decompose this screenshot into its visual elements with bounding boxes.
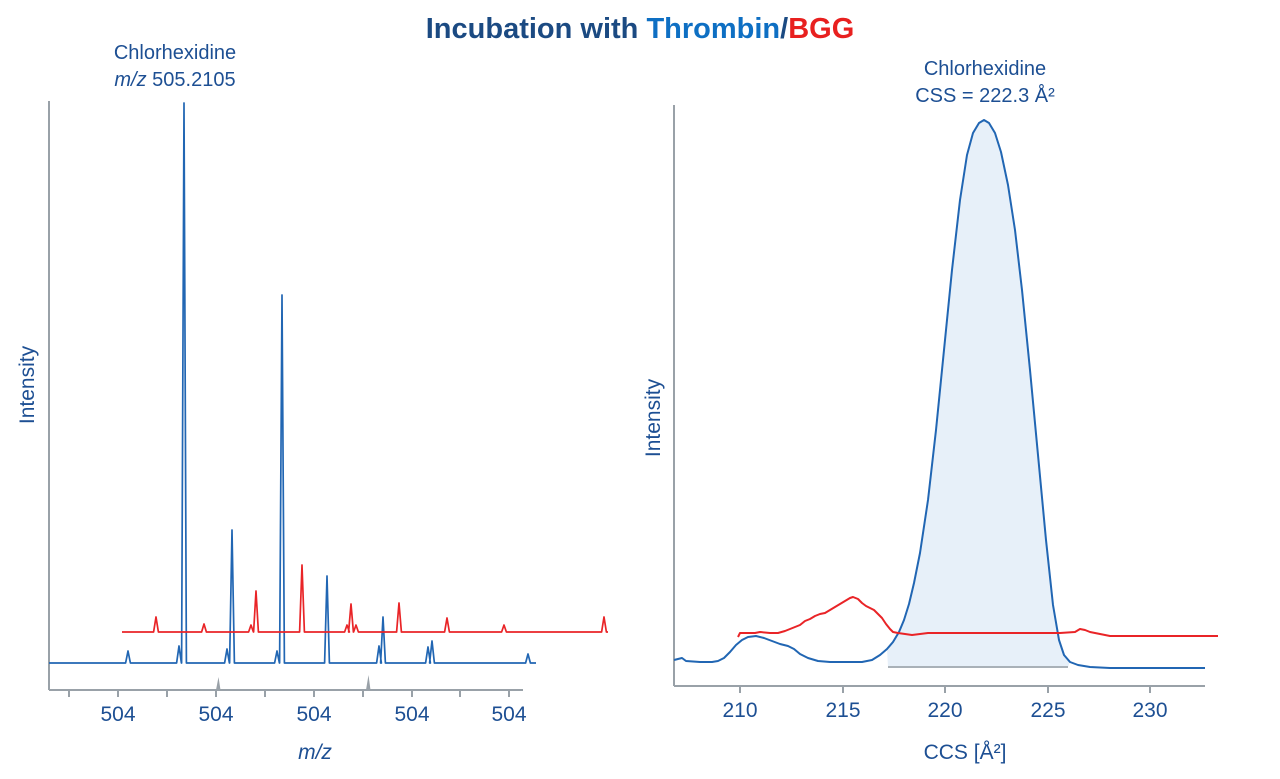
right-x-tick-label: 225 bbox=[1030, 699, 1065, 722]
right-annotation-compound: Chlorhexidine bbox=[923, 58, 1047, 80]
ccs-peak-fill bbox=[887, 120, 1070, 667]
chlorhexidine-thrombin-spectrum bbox=[49, 102, 536, 664]
title-text-incubation-with: Incubation with bbox=[425, 13, 647, 45]
title-text-bgg: BGG bbox=[788, 13, 855, 45]
left-x-tick-label: 504 bbox=[100, 703, 135, 726]
left-x-tick-label: 504 bbox=[198, 703, 233, 726]
left-peak-annotation: Chlorhexidine m/z 505.2105 bbox=[55, 40, 295, 94]
left-x-tick-label: 504 bbox=[394, 703, 429, 726]
mz-italic: m/z bbox=[114, 69, 147, 91]
left-annotation-mz-value: m/z 505.2105 bbox=[55, 67, 295, 94]
right-x-tick-label: 215 bbox=[825, 699, 860, 722]
right-x-tick-label: 210 bbox=[722, 699, 757, 722]
left-annotation-compound: Chlorhexidine bbox=[113, 42, 237, 64]
right-y-axis-label: Intensity bbox=[642, 378, 665, 458]
left-y-axis-label: Intensity bbox=[16, 345, 39, 425]
right-x-axis-label: CCS [Å²] bbox=[923, 741, 1007, 764]
axis-expected-peak-mark bbox=[216, 677, 221, 690]
left-x-tick-label: 504 bbox=[491, 703, 526, 726]
right-x-tick-label: 230 bbox=[1132, 699, 1167, 722]
right-x-tick-label: 220 bbox=[927, 699, 962, 722]
axis-expected-peak-mark bbox=[366, 675, 371, 690]
mz-number: 505.2105 bbox=[146, 69, 236, 91]
left-x-axis-label: m/z bbox=[298, 741, 332, 764]
figure-title: Incubation with Thrombin/BGG bbox=[0, 13, 1280, 46]
chlorhexidine-bgg-mobilogram bbox=[737, 596, 1218, 638]
chlorhexidine-bgg-spectrum bbox=[122, 564, 608, 633]
right-annotation-ccs-value: CSS = 222.3 Å² bbox=[915, 85, 1055, 107]
right-peak-annotation: Chlorhexidine CSS = 222.3 Å² bbox=[865, 56, 1105, 110]
left-x-tick-label: 504 bbox=[296, 703, 331, 726]
title-text-slash: / bbox=[780, 13, 789, 45]
title-text-thrombin: Thrombin bbox=[646, 13, 781, 45]
chlorhexidine-thrombin-mobilogram bbox=[673, 119, 1205, 669]
